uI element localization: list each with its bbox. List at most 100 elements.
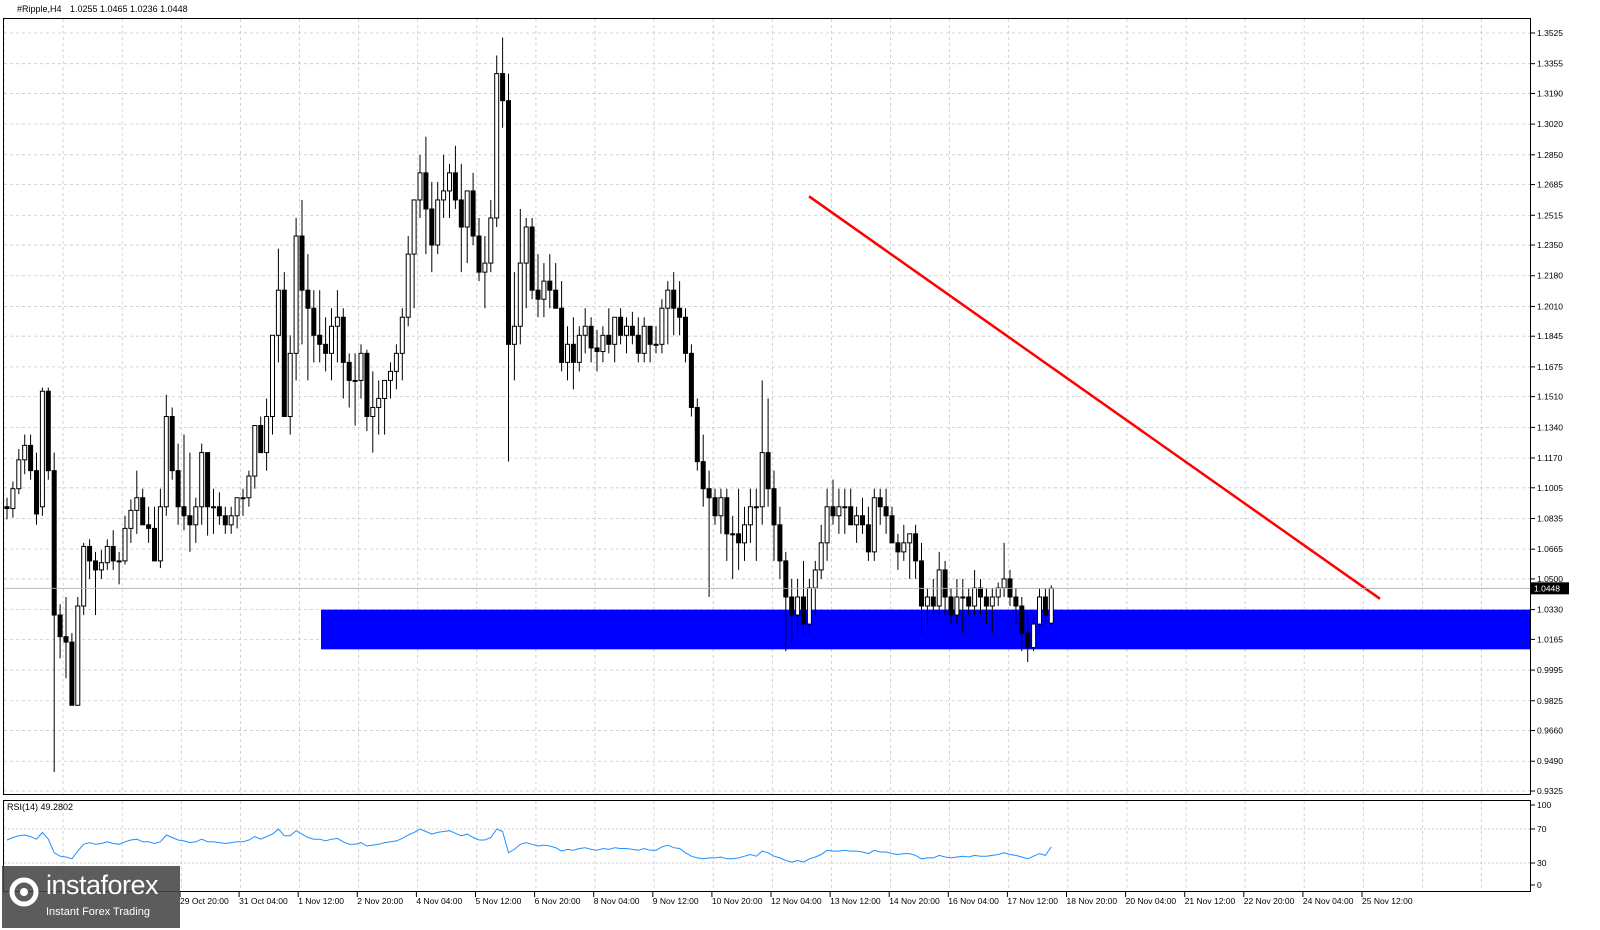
candlestick-series[interactable] xyxy=(4,37,1054,773)
candle xyxy=(376,380,382,435)
candle xyxy=(222,506,228,534)
candle xyxy=(352,353,358,426)
candle xyxy=(10,481,16,518)
candle-bear xyxy=(783,560,789,598)
y-tick-label: 1.1340 xyxy=(1537,422,1563,432)
candle xyxy=(730,515,736,579)
candle xyxy=(187,452,193,552)
candle-bear xyxy=(470,190,476,237)
x-tick-label: 10 Nov 20:00 xyxy=(712,896,763,906)
time-axis: 29 Oct 20:00 31 Oct 04:00 1 Nov 12:00 2 Nov… xyxy=(179,892,1413,906)
candle xyxy=(724,488,730,561)
candle-bull xyxy=(600,334,606,353)
candle xyxy=(4,497,10,520)
candle xyxy=(553,263,559,309)
candle-bull xyxy=(228,515,234,526)
candle-bull xyxy=(576,334,582,363)
candle xyxy=(329,308,334,381)
candle-bear xyxy=(895,542,901,553)
candle xyxy=(930,578,936,616)
candle xyxy=(618,308,624,345)
rsi-tick-label: 0 xyxy=(1537,880,1542,890)
candle-bear xyxy=(323,343,329,354)
candle xyxy=(281,272,287,418)
candle xyxy=(110,530,116,570)
candle-bear xyxy=(340,316,346,363)
candle xyxy=(152,506,157,562)
x-tick-label: 13 Nov 12:00 xyxy=(830,896,881,906)
candle-bear xyxy=(28,444,34,472)
y-tick-label: 1.2350 xyxy=(1537,240,1563,250)
candle-bull xyxy=(747,506,753,526)
candle xyxy=(865,506,871,561)
candle-bear xyxy=(216,506,222,517)
candle-bull xyxy=(523,226,529,264)
candle xyxy=(588,317,594,363)
candle xyxy=(889,506,895,544)
candle xyxy=(252,425,258,489)
rsi-line-path xyxy=(6,828,1052,863)
candle-bull xyxy=(329,325,334,354)
candle xyxy=(240,488,246,516)
candle xyxy=(1001,542,1007,597)
candle xyxy=(582,308,588,354)
candle xyxy=(104,539,110,570)
candle xyxy=(570,317,576,390)
candle-bear xyxy=(364,352,370,418)
candle xyxy=(175,443,181,525)
candle-bull xyxy=(128,509,134,529)
candle xyxy=(1013,587,1019,625)
candle xyxy=(193,497,199,543)
candle xyxy=(28,434,34,480)
candle xyxy=(547,254,553,309)
candle-bull xyxy=(199,452,205,508)
candle xyxy=(494,55,500,228)
candle xyxy=(122,515,128,565)
candle xyxy=(388,362,393,399)
candle-bull xyxy=(1031,623,1037,649)
x-tick-label: 4 Nov 04:00 xyxy=(416,896,462,906)
candle xyxy=(529,217,535,300)
candle-bear xyxy=(506,100,511,345)
candle-bull xyxy=(252,425,258,477)
candle xyxy=(824,488,830,561)
candle-bull xyxy=(39,390,45,508)
candle-bull xyxy=(417,172,423,201)
candle-bear xyxy=(983,596,989,607)
x-tick-label: 8 Nov 04:00 xyxy=(594,896,640,906)
candle xyxy=(1019,596,1025,652)
candle-bear xyxy=(765,452,771,490)
candle xyxy=(759,380,765,525)
candle xyxy=(81,542,87,616)
candle-bull xyxy=(134,497,140,511)
candle-bear xyxy=(677,307,683,318)
candle-bear xyxy=(110,545,116,562)
resistance-trendline[interactable] xyxy=(808,195,1381,600)
candle xyxy=(98,550,104,579)
candle xyxy=(364,349,370,431)
y-tick-label: 1.3525 xyxy=(1537,28,1563,38)
candle-bear xyxy=(913,533,919,562)
main-grid xyxy=(3,19,1530,794)
candle xyxy=(936,551,942,616)
candle xyxy=(641,317,647,363)
candle-bull xyxy=(287,352,293,418)
rsi-panel-border xyxy=(3,800,1531,892)
candle xyxy=(287,335,293,435)
candle xyxy=(983,587,989,625)
candle xyxy=(830,479,836,525)
candle-bear xyxy=(1025,632,1031,649)
candle xyxy=(399,308,405,381)
candle xyxy=(317,290,323,363)
candle-bear xyxy=(553,289,559,309)
candle xyxy=(671,272,677,336)
candle-bear xyxy=(57,614,63,638)
candle-bear xyxy=(789,596,795,616)
candle-bear xyxy=(69,641,75,706)
candle xyxy=(140,488,146,526)
y-tick-label: 1.2180 xyxy=(1537,271,1563,281)
x-tick-label: 21 Nov 12:00 xyxy=(1185,896,1236,906)
candle xyxy=(913,524,919,579)
candle xyxy=(635,317,641,363)
candle xyxy=(612,316,618,363)
